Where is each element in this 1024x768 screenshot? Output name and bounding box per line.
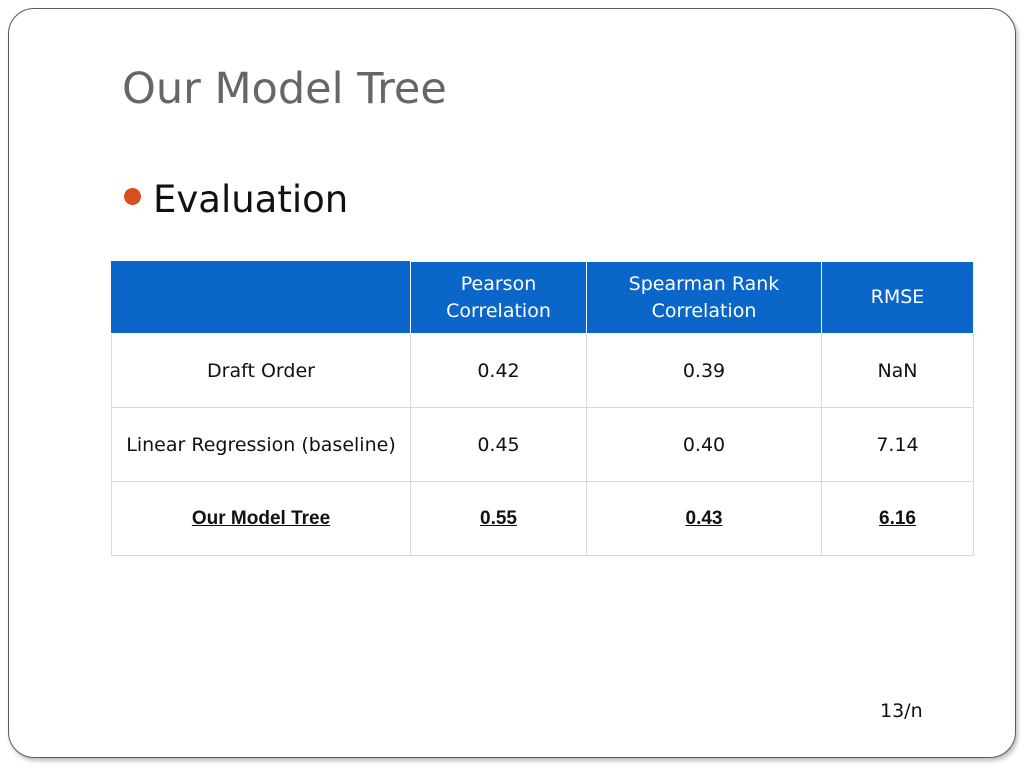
evaluation-table: Pearson Correlation Spearman Rank Correl… — [111, 261, 974, 556]
table-row-label: Linear Regression (baseline) — [111, 407, 411, 482]
page-number: 13/n — [880, 700, 923, 722]
table-cell: NaN — [821, 333, 974, 408]
table-cell: 0.45 — [410, 407, 587, 482]
table-header-cell: Spearman Rank Correlation — [586, 261, 822, 334]
table-header-cell: Pearson Correlation — [410, 261, 587, 334]
table-row: Draft Order 0.42 0.39 NaN — [111, 333, 974, 408]
table-row: Linear Regression (baseline) 0.45 0.40 7… — [111, 407, 974, 482]
table-cell: 6.16 — [821, 481, 974, 556]
table-cell: 0.55 — [410, 481, 587, 556]
table-cell: 7.14 — [821, 407, 974, 482]
table-cell: 0.42 — [410, 333, 587, 408]
table-header-cell: RMSE — [821, 261, 974, 334]
table-header-row: Pearson Correlation Spearman Rank Correl… — [111, 261, 974, 334]
bullet-item: Evaluation — [124, 175, 348, 225]
table-row-label: Draft Order — [111, 333, 411, 408]
bullet-dot-icon — [124, 187, 141, 205]
table-row-label: Our Model Tree — [111, 481, 411, 556]
bullet-text: Evaluation — [153, 178, 349, 221]
table-row-highlight: Our Model Tree 0.55 0.43 6.16 — [111, 481, 974, 556]
table-cell: 0.43 — [586, 481, 822, 556]
table-header-cell — [111, 261, 411, 334]
table-cell: 0.39 — [586, 333, 822, 408]
slide-title: Our Model Tree — [122, 64, 447, 114]
table-cell: 0.40 — [586, 407, 822, 482]
